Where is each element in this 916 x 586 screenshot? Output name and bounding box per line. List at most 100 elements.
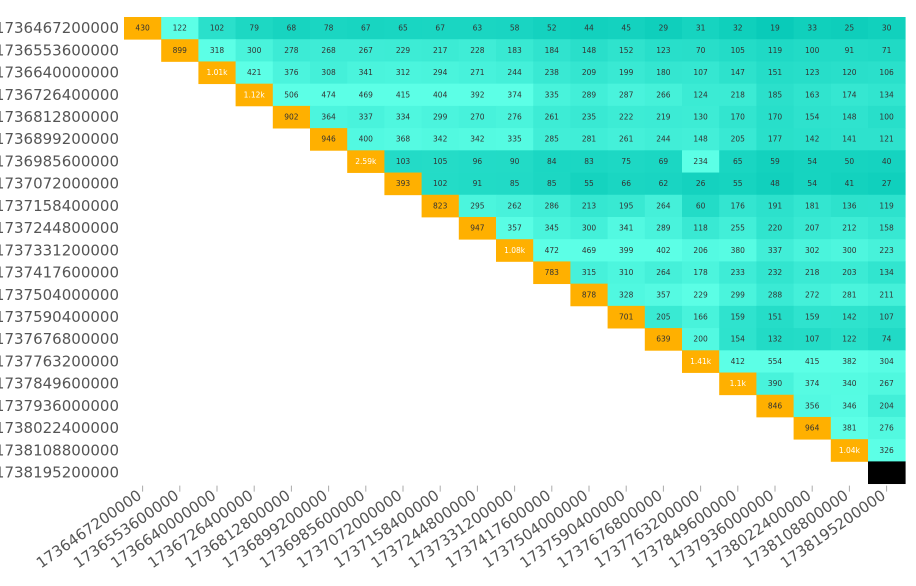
heatmap-cell: [868, 328, 906, 351]
heatmap-cell: [682, 17, 720, 40]
cell-value-label: 44: [584, 24, 594, 33]
heatmap-cell: [830, 105, 869, 129]
heatmap-cell: [310, 105, 348, 129]
heatmap-cell: [235, 61, 274, 85]
y-tick-label: 1737590400000: [0, 308, 119, 326]
cell-value-label: 191: [768, 201, 783, 210]
heatmap-cell: [272, 105, 311, 129]
heatmap-cell: [347, 150, 385, 173]
cell-value-label: 58: [510, 24, 520, 33]
cell-value-label: 85: [510, 179, 520, 188]
heatmap-cell: [124, 17, 162, 40]
heatmap-cell: [644, 150, 683, 173]
heatmap-cell: [756, 283, 794, 307]
cell-value-label: 404: [433, 90, 448, 99]
heatmap-cell: [161, 17, 199, 40]
heatmap-cell: [533, 39, 571, 62]
heatmap-cell: [496, 216, 534, 240]
y-tick-label: 1737417600000: [0, 264, 119, 282]
heatmap-cell: [719, 216, 757, 240]
cell-value-label: 1.12k: [244, 90, 266, 99]
heatmap-cell: [533, 172, 571, 196]
heatmap-cell: [682, 128, 720, 151]
cell-value-label: 52: [547, 24, 557, 33]
cell-value-label: 264: [656, 201, 671, 210]
heatmap-cell: [496, 61, 534, 85]
heatmap-cell: [830, 172, 869, 196]
heatmap-cell: [607, 261, 646, 285]
y-tick-label: 1736553600000: [0, 41, 119, 59]
cell-value-label: 392: [470, 90, 485, 99]
cell-value-label: 232: [768, 268, 783, 277]
heatmap-cell: [868, 172, 906, 196]
cell-value-label: 328: [619, 290, 634, 299]
heatmap-cell: [868, 105, 906, 129]
heatmap-cell: [347, 17, 385, 40]
heatmap-cell: [496, 172, 534, 196]
heatmap-cell: [719, 128, 757, 151]
heatmap-cell: [719, 39, 757, 62]
cell-value-label: 346: [842, 401, 857, 410]
cell-value-label: 32: [733, 24, 743, 33]
heatmap-cell: [607, 17, 646, 40]
cell-value-label: 19: [770, 24, 780, 33]
heatmap-cell: [682, 83, 720, 107]
cell-value-label: 300: [247, 46, 262, 55]
heatmap-cell: [198, 61, 236, 85]
heatmap-cell: [421, 17, 460, 40]
cell-value-label: 1.41k: [690, 357, 712, 366]
heatmap-cell: [421, 172, 460, 196]
cell-value-label: 270: [470, 112, 485, 121]
cell-value-label: 218: [731, 90, 746, 99]
heatmap-cell: [644, 39, 683, 62]
cell-value-label: 148: [582, 46, 597, 55]
heatmap-cell: [719, 261, 757, 285]
cell-value-label: 288: [768, 290, 783, 299]
cell-value-label: 222: [619, 112, 634, 121]
cell-value-label: 295: [470, 201, 485, 210]
cell-value-label: 134: [879, 268, 894, 277]
heatmap-cell: [644, 128, 683, 151]
heatmap-cell: [719, 283, 757, 307]
heatmap-cell: [347, 39, 385, 62]
heatmap-cell: [682, 172, 720, 196]
cell-value-label: 964: [805, 424, 820, 433]
cell-value-label: 206: [693, 246, 708, 255]
cell-value-label: 287: [619, 90, 634, 99]
cell-value-label: 878: [582, 290, 597, 299]
cell-value-label: 318: [210, 46, 225, 55]
cell-value-label: 299: [731, 290, 746, 299]
cell-value-label: 357: [507, 224, 522, 233]
heatmap-cell: [310, 61, 348, 85]
cell-value-label: 67: [361, 24, 371, 33]
heatmap-cells: [124, 17, 906, 485]
cell-value-label: 174: [842, 90, 857, 99]
heatmap-cell: [719, 328, 757, 351]
cell-value-label: 148: [842, 112, 857, 121]
cell-value-label: 946: [321, 135, 336, 144]
heatmap-cell: [756, 261, 794, 285]
cell-value-label: 554: [768, 357, 783, 366]
cell-value-label: 1.08k: [504, 246, 526, 255]
cell-value-label: 151: [768, 312, 783, 321]
cell-value-label: 45: [621, 24, 631, 33]
heatmap-cell: [756, 372, 794, 396]
heatmap-cell: [793, 239, 832, 262]
cell-value-label: 134: [879, 90, 894, 99]
heatmap-cell: [719, 350, 757, 373]
cell-value-label: 341: [619, 224, 634, 233]
cell-value-label: 382: [842, 357, 857, 366]
cell-value-label: 55: [584, 179, 594, 188]
y-tick-label: 1736726400000: [0, 86, 119, 104]
heatmap-cell: [682, 350, 720, 373]
cell-value-label: 60: [696, 201, 706, 210]
cell-value-label: 302: [805, 246, 820, 255]
cell-value-label: 412: [731, 357, 746, 366]
cell-value-label: 212: [842, 224, 857, 233]
heatmap-cell: [756, 350, 794, 373]
heatmap-cell: [868, 305, 906, 329]
cell-value-label: 122: [842, 335, 857, 344]
heatmap-cell: [756, 328, 794, 351]
cell-value-label: 59: [770, 157, 780, 166]
cell-value-label: 342: [470, 135, 485, 144]
